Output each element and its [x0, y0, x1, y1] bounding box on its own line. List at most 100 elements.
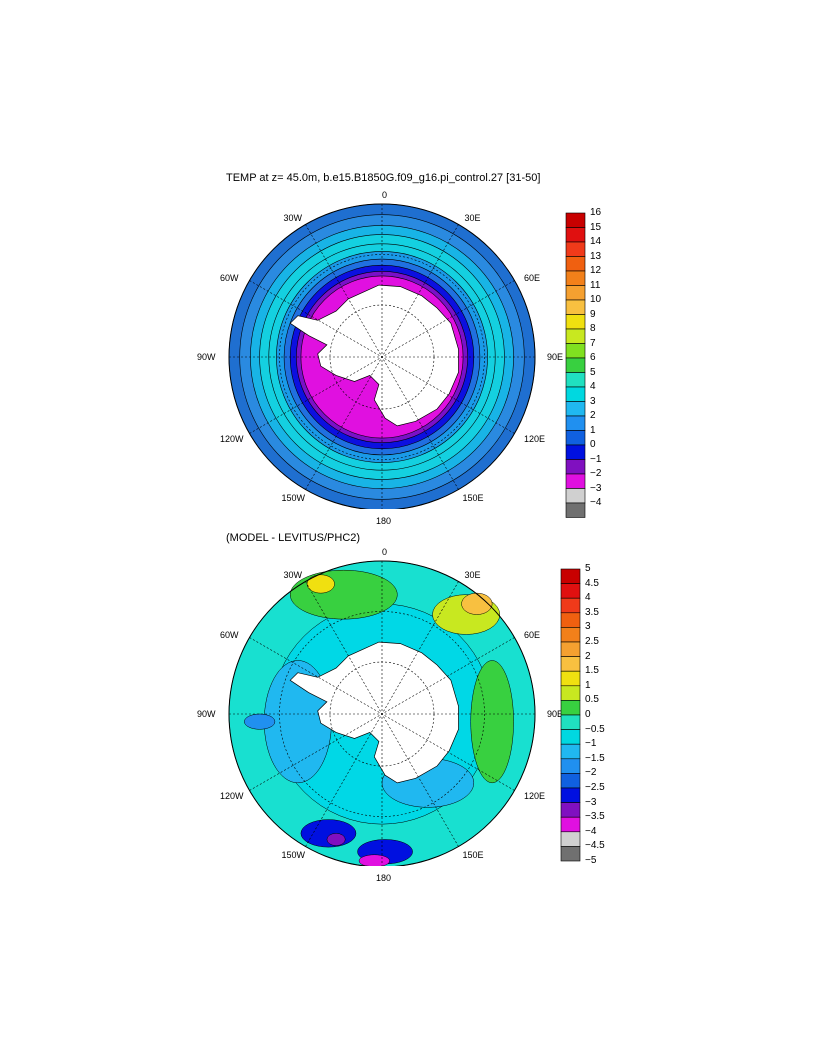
colorbar-label: 0 [585, 709, 591, 720]
longitude-label: 0 [382, 547, 388, 557]
top-meridian-line [305, 224, 459, 490]
colorbar-swatch [565, 415, 586, 431]
colorbar-label: −3 [585, 796, 597, 808]
top-graticule [229, 204, 535, 509]
colorbar-swatch [565, 488, 586, 504]
colorbar-label: 11 [590, 279, 601, 291]
colorbar-label: 16 [590, 207, 602, 218]
colorbar-swatch [560, 641, 581, 657]
colorbar-swatch [565, 299, 586, 315]
colorbar-label: 2.5 [585, 636, 599, 647]
colorbar-boxes [560, 568, 581, 862]
colorbar-swatch [565, 473, 586, 489]
top-parallel-circle [329, 304, 435, 410]
colorbar-swatch [565, 459, 586, 475]
colorbar-swatch [560, 568, 581, 584]
longitude-label: 0 [382, 190, 388, 200]
colorbar-swatch [565, 430, 586, 446]
colorbar-swatch [565, 502, 586, 518]
top-polar-map [228, 203, 536, 509]
colorbar-label: −4 [585, 825, 597, 837]
bottom-colorbar: 5 4.5 4 3.5 3 2.5 2 1.5 1 0.5 0 −0.5 −1 −1.5 −2 −2.5 −3 −… [560, 563, 619, 877]
colorbar-swatch [560, 612, 581, 628]
longitude-label: 150W [281, 492, 306, 503]
colorbar-swatch [565, 270, 586, 286]
anomaly-contour-region [289, 569, 398, 620]
panel-top-title: TEMP at z= 45.0m, b.e15.B1850G.f09_g16.p… [226, 172, 541, 184]
longitude-label: 30E [464, 570, 481, 581]
longitude-label: 150E [462, 492, 484, 503]
colorbar-swatch [565, 314, 586, 330]
colorbar-swatch [560, 700, 581, 716]
longitude-label: 180 [376, 873, 392, 883]
colorbar-label: 6 [590, 352, 596, 363]
colorbar-swatch [565, 343, 586, 359]
longitude-label: 90W [197, 352, 216, 362]
colorbar-label: 12 [590, 265, 602, 276]
colorbar-swatch [565, 386, 586, 402]
colorbar-label: 0 [590, 439, 596, 450]
colorbar-swatch [565, 357, 586, 373]
colorbar-swatch [565, 444, 586, 460]
colorbar-swatch [565, 328, 586, 344]
longitude-label: 90W [197, 709, 216, 719]
colorbar-label: −3 [590, 482, 602, 494]
colorbar-label: 0.5 [585, 694, 599, 706]
colorbar-boxes [565, 212, 586, 518]
longitude-label: 150E [462, 849, 484, 860]
colorbar-label: 3 [585, 621, 591, 633]
anomaly-contour-region [461, 592, 493, 615]
colorbar-label: 5 [590, 366, 596, 378]
colorbar-label: −2.5 [585, 782, 605, 793]
colorbar-label: 7 [590, 337, 596, 349]
colorbar-swatch [560, 627, 581, 643]
colorbar-swatch [560, 816, 581, 833]
colorbar-swatch [565, 227, 586, 243]
colorbar-swatch [560, 802, 581, 818]
bottom-polar-map [228, 560, 536, 866]
colorbar-label: 2 [590, 410, 596, 421]
colorbar-label: 4.5 [585, 577, 599, 589]
colorbar-label: 1 [590, 424, 596, 436]
colorbar-label: 8 [590, 323, 596, 334]
top-parallel-circle [279, 254, 485, 460]
longitude-label: 120E [523, 790, 545, 801]
colorbar-label: 4 [590, 381, 596, 392]
anomaly-contour-region [358, 854, 390, 866]
colorbar-swatch [565, 372, 586, 388]
colorbar-swatch [560, 846, 581, 862]
colorbar-label: −2 [585, 767, 597, 779]
bottom-parallel-circle [329, 661, 435, 767]
antarctica-landmass [289, 641, 459, 784]
longitude-label: 30W [283, 213, 303, 224]
antarctica-landmass [289, 284, 459, 427]
longitude-label: 30W [283, 570, 303, 581]
colorbar-swatch [560, 831, 581, 847]
colorbar-label: 10 [590, 294, 602, 305]
colorbar-swatch [560, 758, 581, 774]
colorbar-label: −1 [585, 738, 597, 750]
longitude-label: 120W [220, 790, 244, 801]
colorbar-swatch [565, 285, 586, 301]
colorbar-label: −1.5 [585, 752, 605, 764]
top-colorbar: 16 15 14 13 12 11 10 9 8 7 6 5 4 3 2 1 0 −1 −2 −3 −4 [565, 207, 624, 534]
longitude-label: 90E [547, 352, 564, 362]
bottom-graticule [229, 561, 535, 866]
longitude-label: 30E [464, 213, 481, 224]
colorbar-label: 4 [585, 592, 591, 604]
colorbar-label: 13 [590, 250, 602, 262]
anomaly-contour-region [326, 833, 346, 846]
colorbar-label: 2 [585, 650, 591, 662]
anomaly-contour-region [244, 713, 276, 730]
longitude-label: 60W [220, 629, 239, 640]
colorbar-swatch [560, 787, 581, 803]
longitude-label: 150W [281, 849, 306, 860]
longitude-label: 60E [523, 272, 540, 283]
colorbar-swatch [560, 714, 581, 730]
colorbar-swatch [565, 401, 586, 417]
colorbar-swatch [560, 729, 581, 745]
colorbar-label: 15 [590, 221, 602, 233]
colorbar-label: 5 [585, 563, 591, 574]
colorbar-label: −4.5 [585, 840, 605, 852]
colorbar-label: −4 [590, 497, 602, 508]
